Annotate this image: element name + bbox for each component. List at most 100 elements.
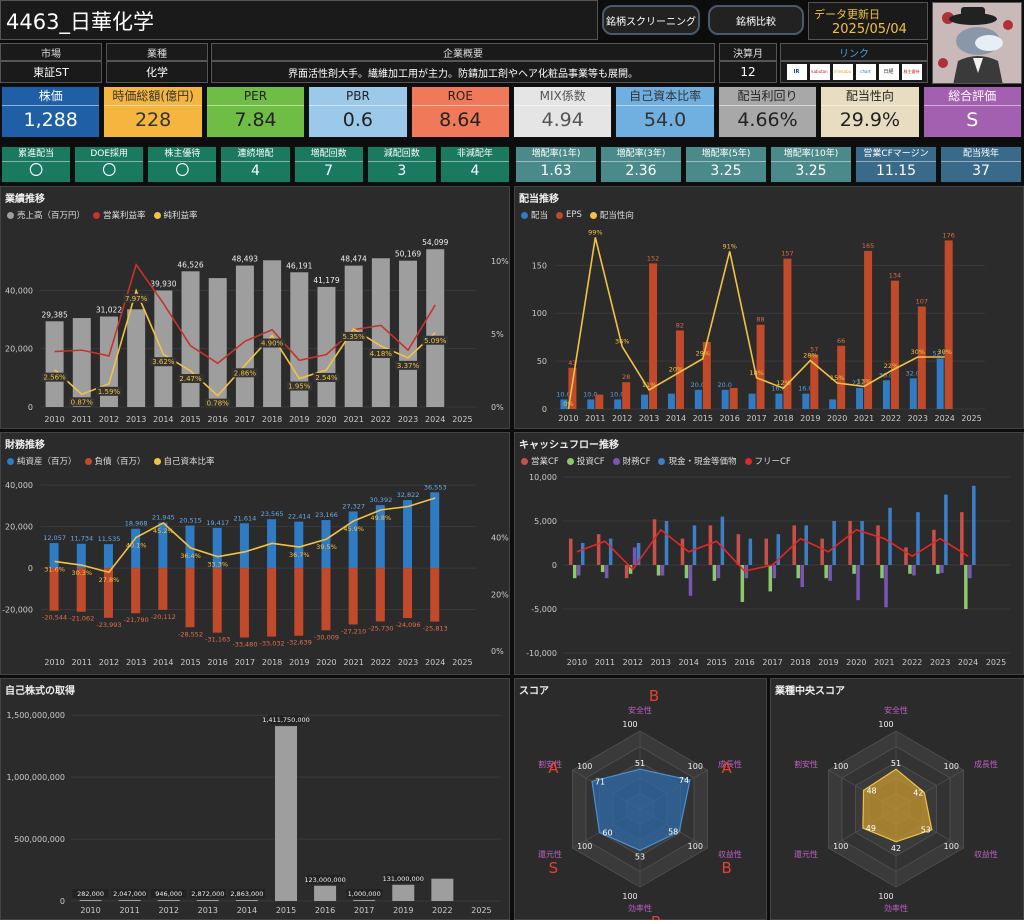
metric-8: 増配率(3年) 2.36	[600, 146, 682, 183]
metric-label: 増配率(1年)	[516, 147, 596, 162]
kpi-label: 総合評価	[923, 87, 1021, 106]
x-tick: 2023	[398, 415, 418, 424]
metric-label: 増配率(5年)	[686, 147, 766, 162]
sales-bar	[45, 321, 64, 407]
kpi-4: ROE 8.64	[410, 86, 510, 138]
x-tick: 2016	[315, 906, 335, 915]
dividend-bar	[667, 393, 675, 409]
x-tick: 2020	[827, 414, 847, 423]
kpi-2: PER 7.84	[205, 86, 306, 138]
equity-bar	[49, 543, 59, 569]
debt-label: -32,639	[287, 639, 312, 647]
x-tick: 2018	[262, 658, 282, 667]
kpi-value: 54.0	[643, 109, 687, 131]
equity-bar	[158, 522, 168, 569]
x-tick: 2023	[930, 658, 950, 667]
screening-button[interactable]: 銘柄スクリーニング	[602, 5, 700, 35]
dividend-title: 配当推移	[519, 194, 559, 205]
metric-label: 増配率(10年)	[771, 147, 851, 162]
radar-area	[591, 768, 691, 852]
dividend-label: 16.0	[798, 385, 812, 393]
fin-cf-bar	[968, 565, 972, 579]
legend-free-cf: フリーCF	[754, 457, 791, 467]
metric-11: 営業CFマージン 11.15	[855, 146, 937, 183]
cashflow-chart: 2010 2011 2012 2013 2014 2015 2016 2017 2018 2019…	[526, 473, 1010, 667]
equity-ratio-label: 33.3%	[207, 561, 228, 569]
dividend-bar	[909, 378, 917, 409]
eps-label: 28	[622, 373, 630, 381]
kpi-9: 総合評価 S	[922, 86, 1022, 138]
chart-link-icon[interactable]: chart	[855, 64, 876, 80]
x-tick: 2022	[432, 906, 452, 915]
legend-sales: 売上高（百万円）	[17, 211, 86, 221]
eps-bar	[729, 387, 738, 409]
cash-cf-bar	[916, 512, 920, 565]
metric-label: 配当残年	[941, 147, 1021, 162]
payout-label: 36%	[615, 338, 629, 346]
x-tick: 2014	[153, 415, 173, 424]
y-tick: -10,000	[526, 649, 557, 658]
payout-label: 13%	[857, 377, 871, 385]
minkabu-link-icon[interactable]: minkabu	[832, 64, 853, 80]
dividend-label: 10.0	[583, 390, 597, 398]
y-tick: 500,000,000	[14, 835, 65, 844]
op-cf-bar	[568, 538, 573, 565]
kpi-5: MIX係数 4.94	[513, 86, 613, 138]
payout-label: 15%	[830, 374, 844, 382]
nikkei-link-icon[interactable]: 日経	[878, 64, 899, 80]
y-tick: 5,000	[534, 517, 557, 526]
sales-bar	[263, 260, 282, 407]
equity-label: 11,734	[70, 535, 93, 543]
radar-axis-label: 効率性	[884, 903, 908, 913]
x-tick: 2014	[153, 658, 173, 667]
op-cf-bar	[960, 512, 964, 565]
x-tick: 2023	[908, 414, 928, 423]
y-tick: 20,000	[5, 523, 33, 532]
x-tick: 2015	[693, 414, 713, 423]
label-bg	[346, 889, 383, 898]
legend-debt: 負債（百万）	[94, 457, 146, 467]
debt-bar	[239, 568, 249, 638]
x-tick: 2024	[935, 414, 955, 423]
irbank-link-icon[interactable]: IR BANK	[786, 64, 807, 80]
radar-max-label: 100	[577, 842, 592, 851]
kpi-0: 株価 1,288	[1, 86, 101, 138]
buyback-label: 2,872,000	[191, 890, 224, 898]
radar-axis-label: 安全性	[628, 705, 652, 715]
metric-value: 〇	[29, 163, 44, 179]
kpi-1: 時価総額(億円) 228	[103, 86, 203, 138]
radar-area	[862, 768, 933, 843]
equity-bar	[430, 492, 440, 569]
x-tick: 2018	[790, 658, 810, 667]
kabutan-link-icon[interactable]: kabutan	[809, 64, 830, 80]
fin-cf-bar	[632, 547, 637, 565]
cash-cf-bar	[888, 507, 892, 565]
kpi-3: PBR 0.6	[308, 86, 408, 138]
debt-bar	[185, 568, 195, 628]
radar-grade: S	[549, 859, 559, 877]
compare-button[interactable]: 銘柄比較	[708, 5, 804, 35]
page-title-text: 4463_日華化学	[6, 10, 154, 34]
sales-bar	[317, 286, 336, 407]
x-tick: 2010	[80, 906, 100, 915]
y-tick: 50	[537, 357, 547, 366]
sales-label: 54,099	[422, 238, 448, 247]
x-tick: 2021	[874, 658, 894, 667]
x-tick: 2025	[452, 415, 472, 424]
cash-cf-bar	[664, 521, 669, 565]
yutai-link-icon[interactable]: 株主優待	[901, 64, 922, 80]
metric-label: 累進配当	[2, 147, 71, 162]
debt-bar	[375, 568, 385, 622]
debt-label: -24,096	[395, 621, 420, 629]
x-tick: 2017	[235, 658, 255, 667]
buyback-label: 1,411,750,000	[262, 716, 310, 724]
payout-label: 30%	[937, 348, 951, 356]
x-tick: 2013	[651, 658, 671, 667]
inv-cf-bar	[712, 565, 717, 581]
eps-label: 82	[676, 321, 684, 329]
debt-bar	[267, 568, 277, 637]
x-tick: 2022	[881, 414, 901, 423]
fin-cf-bar	[884, 565, 888, 608]
kpi-value: 8.64	[439, 109, 482, 131]
equity-label: 23,166	[315, 511, 338, 519]
